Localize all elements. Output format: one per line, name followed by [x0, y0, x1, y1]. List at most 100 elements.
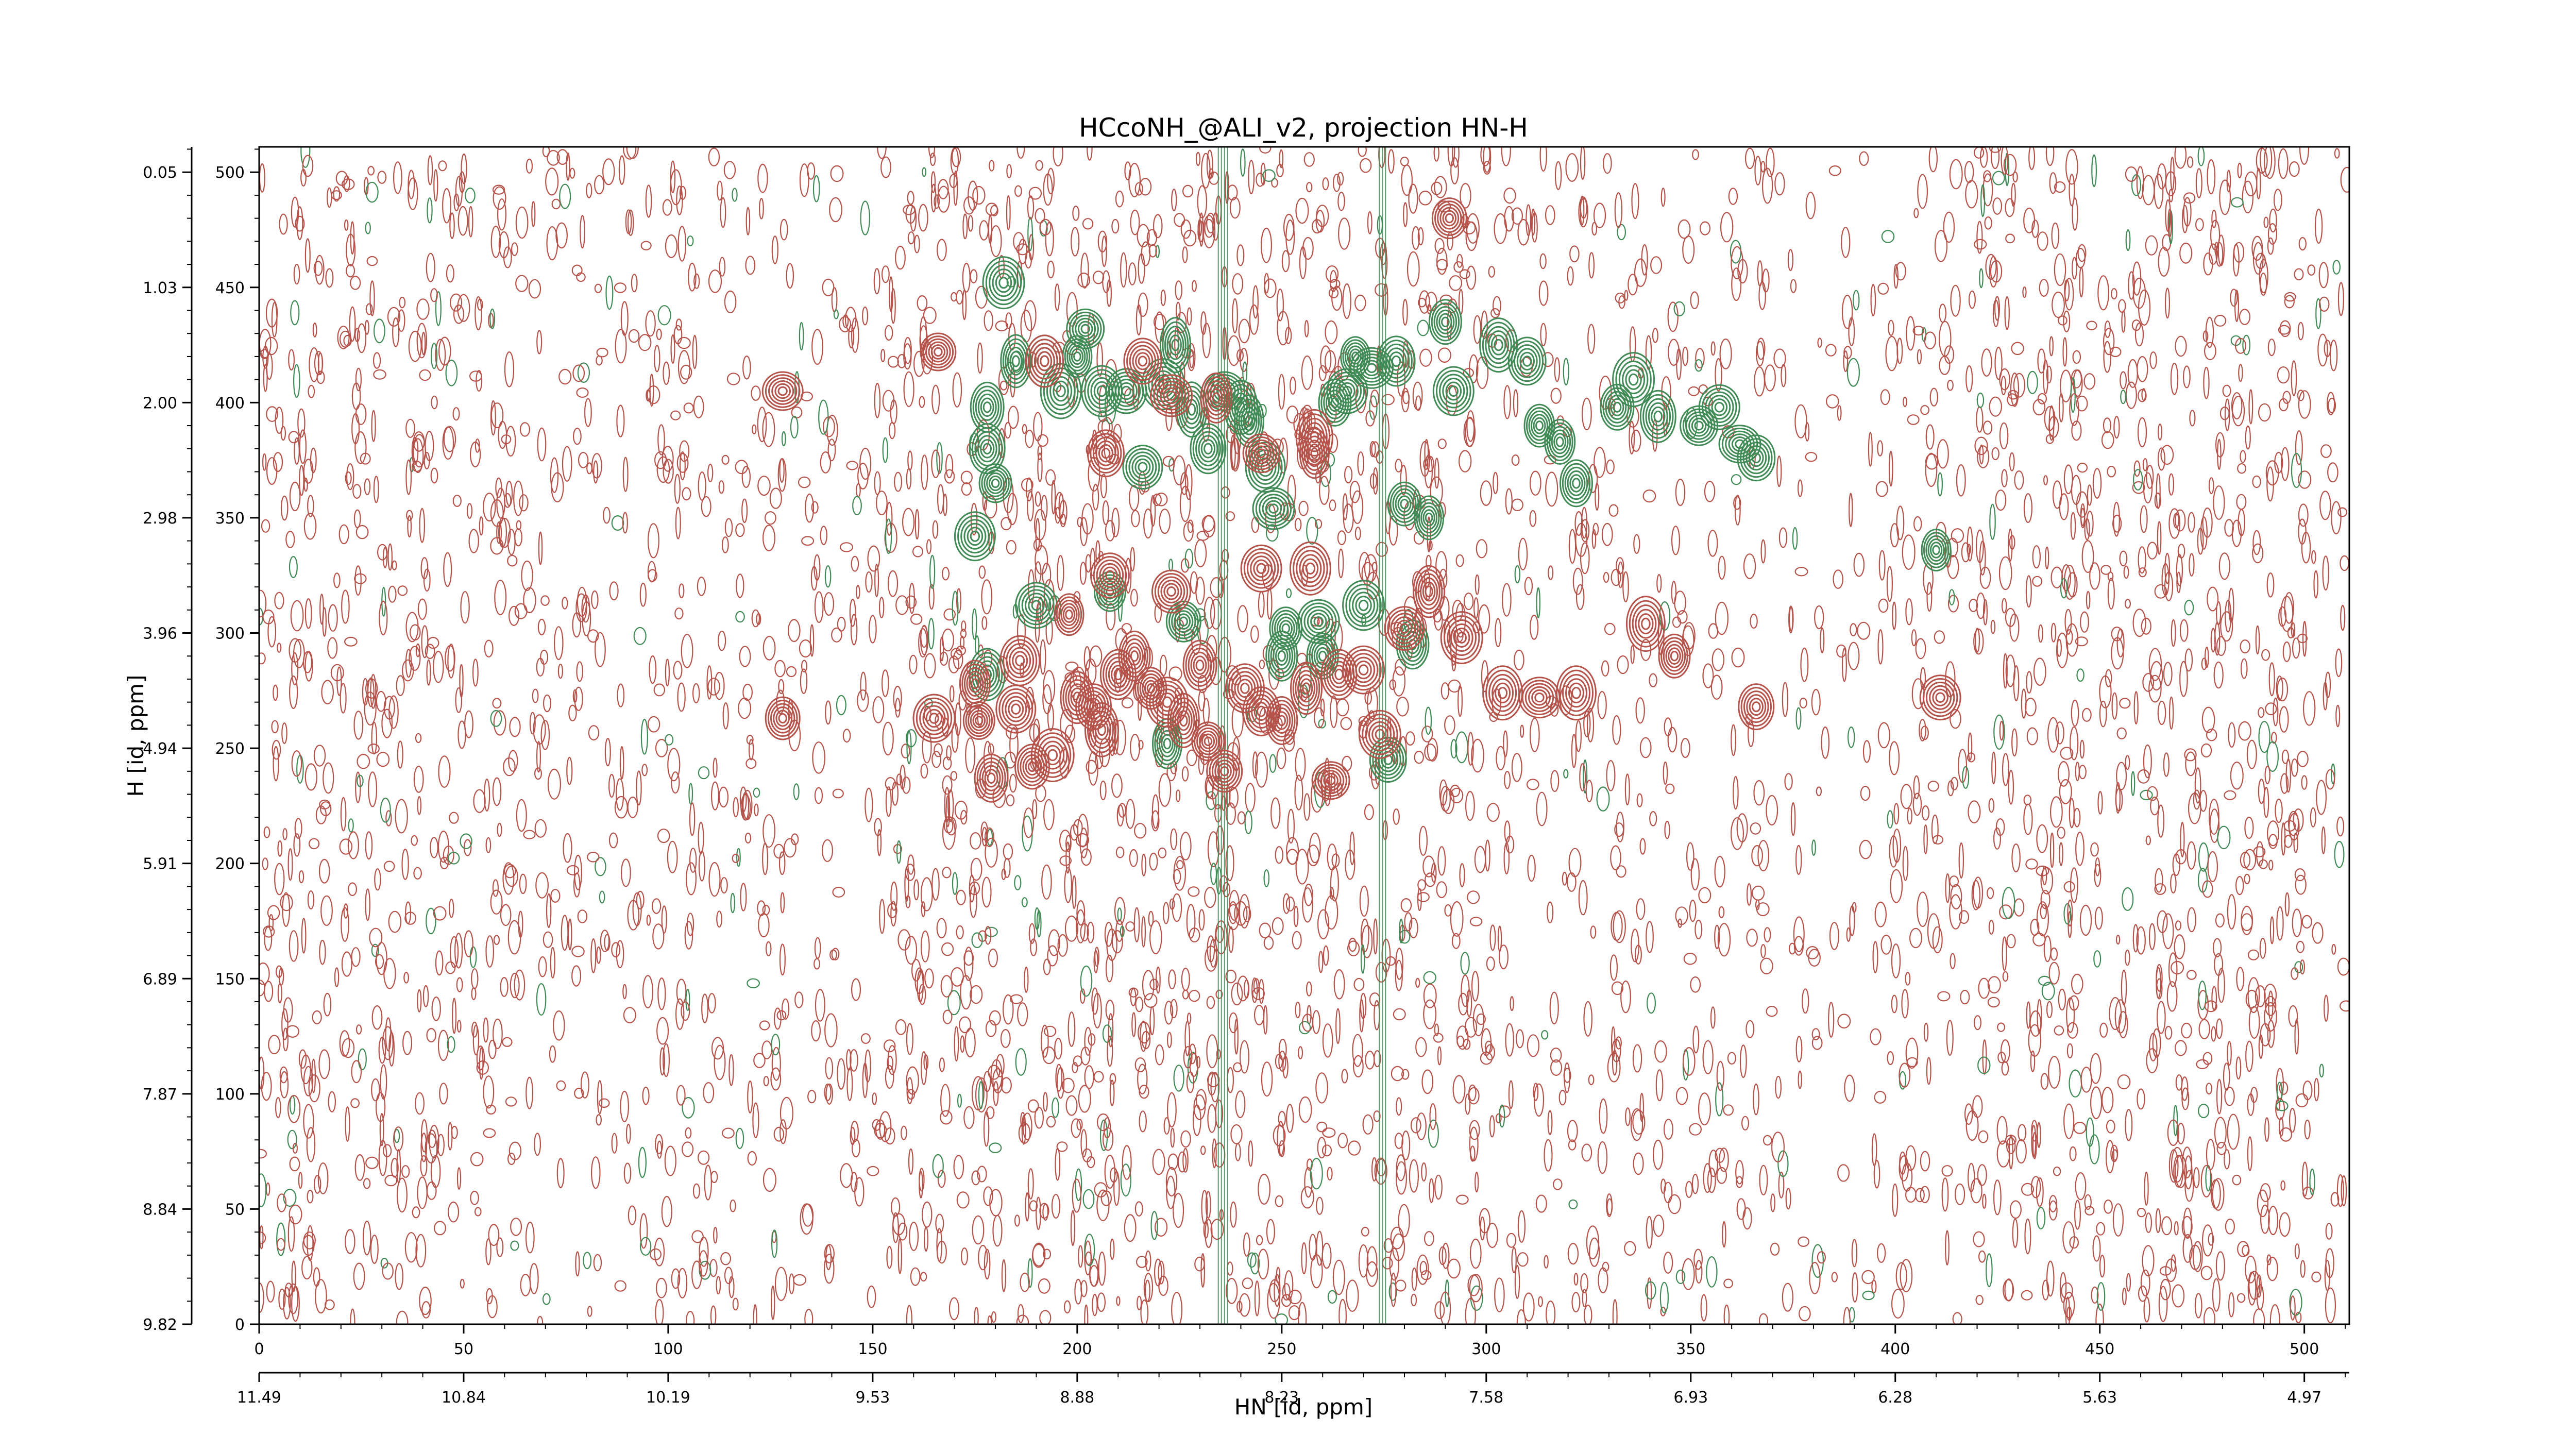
noise-contour — [1196, 1056, 1201, 1069]
x-tick-label: 300 — [1471, 1340, 1501, 1358]
noise-contour — [2284, 295, 2295, 309]
noise-contour — [1317, 1137, 1327, 1159]
noise-contour — [1545, 471, 1558, 507]
x-tick-label: 200 — [1062, 1340, 1092, 1358]
noise-contour — [1188, 990, 1200, 1002]
noise-contour — [1303, 152, 1315, 167]
noise-contour — [2322, 555, 2329, 591]
noise-contour — [516, 799, 527, 832]
noise-contour — [381, 708, 393, 738]
noise-contour — [945, 453, 954, 479]
noise-contour — [2259, 259, 2268, 294]
noise-contour — [1958, 842, 1964, 879]
noise-contour — [2026, 727, 2038, 746]
noise-contour — [1134, 1057, 1146, 1073]
chart-title: HCcoNH_@ALI_v2, projection HN-H — [1079, 113, 1528, 143]
noise-contour — [931, 384, 940, 415]
noise-contour — [2252, 543, 2264, 564]
noise-contour — [2297, 390, 2304, 401]
noise-contour — [961, 620, 967, 632]
noise-contour — [1398, 1204, 1410, 1238]
noise-contour — [1120, 1163, 1131, 1197]
noise-contour — [1248, 1140, 1253, 1167]
noise-contour — [2142, 1245, 2155, 1277]
noise-contour — [1569, 245, 1580, 263]
noise-contour — [1809, 1261, 1821, 1294]
noise-contour — [1373, 918, 1378, 955]
noise-contour — [1639, 838, 1646, 855]
noise-contour — [500, 976, 509, 997]
noise-contour — [1276, 747, 1286, 769]
noise-contour — [1105, 954, 1114, 983]
noise-contour — [455, 687, 463, 713]
noise-contour — [2266, 1254, 2272, 1266]
noise-contour — [1548, 565, 1554, 580]
noise-contour — [2267, 223, 2278, 245]
noise-contour — [1137, 224, 1150, 248]
noise-contour — [1947, 379, 1954, 391]
noise-contour — [627, 209, 634, 236]
noise-contour — [1181, 967, 1190, 991]
noise-contour — [1495, 1113, 1502, 1124]
noise-contour — [2059, 1272, 2067, 1303]
noise-contour — [464, 710, 473, 738]
noise-contour — [1841, 648, 1847, 682]
noise-contour — [980, 821, 988, 840]
noise-contour — [496, 487, 505, 519]
noise-contour — [1547, 901, 1554, 923]
noise-contour — [1847, 726, 1855, 748]
noise-contour — [1192, 280, 1197, 292]
noise-contour — [1315, 1072, 1329, 1104]
noise-contour — [1852, 902, 1857, 913]
noise-contour — [1698, 1092, 1711, 1126]
noise-contour — [1506, 1233, 1517, 1248]
y-tick-label: 100 — [215, 1086, 245, 1104]
noise-contour — [1982, 420, 1993, 435]
noise-contour — [753, 787, 760, 798]
noise-contour — [1686, 842, 1694, 871]
noise-contour — [537, 1315, 544, 1324]
noise-contour — [639, 1213, 648, 1249]
noise-contour — [282, 1027, 289, 1052]
noise-contour — [1489, 924, 1496, 951]
noise-contour — [352, 484, 362, 499]
noise-contour — [2231, 392, 2243, 419]
noise-contour — [417, 598, 427, 620]
noise-contour — [1000, 1028, 1011, 1048]
noise-contour — [1276, 288, 1284, 322]
noise-contour — [1505, 488, 1513, 515]
noise-contour — [1017, 1304, 1024, 1323]
noise-contour — [340, 797, 347, 832]
noise-contour — [1631, 929, 1640, 963]
noise-contour — [972, 185, 986, 205]
noise-contour — [2103, 328, 2115, 356]
noise-contour — [1406, 251, 1420, 287]
noise-contour — [273, 452, 283, 473]
noise-contour — [1878, 550, 1886, 581]
noise-contour — [640, 719, 649, 755]
noise-contour — [2240, 658, 2248, 679]
noise-contour — [1613, 910, 1626, 943]
noise-contour — [1664, 717, 1672, 737]
noise-contour — [1243, 1232, 1250, 1257]
noise-contour — [2063, 564, 2076, 600]
noise-contour — [1302, 887, 1313, 923]
noise-contour — [2255, 252, 2266, 269]
x-tick-label: 500 — [2290, 1340, 2319, 1358]
noise-contour — [2138, 567, 2147, 578]
noise-contour — [1992, 197, 2003, 215]
noise-contour — [2039, 279, 2049, 297]
noise-contour — [2224, 398, 2230, 431]
noise-contour — [1751, 845, 1764, 867]
noise-contour — [1141, 916, 1146, 948]
noise-contour — [362, 1220, 371, 1256]
noise-contour — [350, 1098, 360, 1108]
noise-contour — [2155, 868, 2163, 893]
noise-contour — [1950, 284, 1961, 317]
noise-contour — [1329, 887, 1334, 900]
noise-contour — [1719, 339, 1732, 369]
noise-contour — [906, 731, 912, 765]
noise-contour — [1731, 267, 1742, 301]
noise-contour — [730, 1199, 736, 1212]
noise-contour — [1727, 1052, 1736, 1065]
